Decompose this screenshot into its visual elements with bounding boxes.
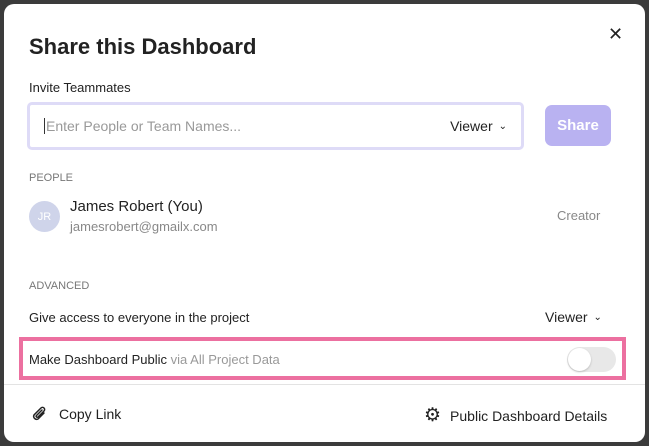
make-public-label: Make Dashboard Public via All Project Da… [29, 352, 280, 367]
copy-link-button[interactable]: Copy Link [30, 404, 121, 424]
copy-link-label: Copy Link [59, 406, 122, 422]
share-button[interactable]: Share [545, 105, 611, 146]
avatar: JR [29, 201, 60, 232]
person-name: James Robert (You) [70, 198, 203, 215]
project-access-label: Give access to everyone in the project [29, 310, 250, 325]
people-section-label: PEOPLE [29, 172, 74, 184]
public-dashboard-details-button[interactable]: ⚙ Public Dashboard Details [424, 404, 607, 427]
invite-role-dropdown[interactable]: Viewer ⌄ [450, 118, 507, 134]
highlight-box [19, 337, 626, 380]
person-email: jamesrobert@gmailx.com [70, 219, 218, 234]
divider [4, 384, 645, 385]
make-public-toggle[interactable] [567, 347, 616, 372]
text-cursor [44, 118, 45, 134]
share-dialog: Share this Dashboard ✕ Invite Teammates … [4, 4, 645, 442]
invite-role-value: Viewer [450, 118, 493, 134]
person-role: Creator [557, 208, 601, 223]
make-public-text: Make Dashboard Public [29, 352, 168, 367]
project-access-dropdown[interactable]: Viewer ⌄ [545, 309, 602, 325]
invite-label: Invite Teammates [29, 80, 131, 95]
invite-input-box: Viewer ⌄ [27, 102, 524, 150]
gear-icon: ⚙ [424, 405, 442, 426]
chevron-down-icon: ⌄ [593, 311, 602, 323]
toggle-knob [568, 348, 591, 371]
paperclip-icon [32, 406, 46, 421]
project-access-role: Viewer [545, 309, 588, 325]
chevron-down-icon: ⌄ [498, 120, 507, 132]
close-icon[interactable]: ✕ [608, 24, 624, 44]
advanced-section-label: ADVANCED [29, 280, 90, 292]
make-public-sub: via All Project Data [170, 352, 280, 367]
public-dashboard-details-label: Public Dashboard Details [450, 407, 608, 424]
dialog-title: Share this Dashboard [29, 34, 257, 59]
invite-input[interactable] [46, 118, 451, 134]
